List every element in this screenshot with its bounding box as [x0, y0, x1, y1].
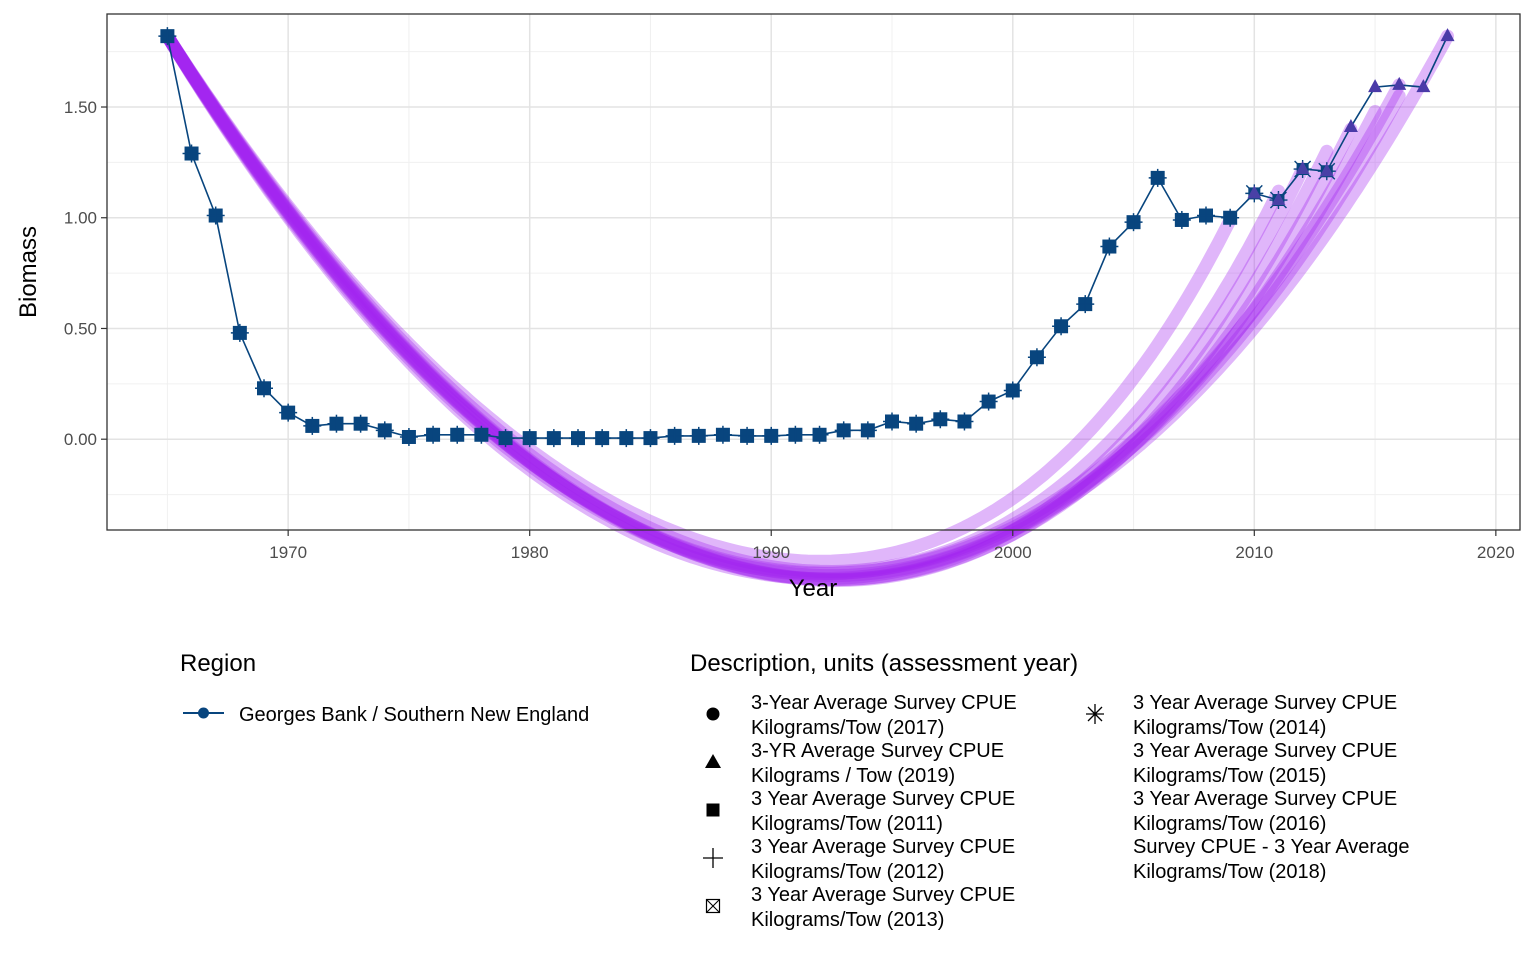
smooth-fit-ribbon — [160, 29, 1382, 583]
plot-panel-border — [106, 13, 1521, 531]
region-legend-label: Georges Bank / Southern New England — [239, 704, 589, 726]
y-axis-title: Biomass — [15, 226, 42, 318]
description-legend-line2: Kilograms/Tow (2011) — [751, 813, 943, 835]
description-legend-item: 3 Year Average Survey CPUE Kilograms/Tow … — [706, 788, 1015, 835]
description-legend-item: 3 Year Average Survey CPUE Kilograms/Tow … — [705, 884, 1015, 931]
description-legend-line2: Kilograms / Tow (2019) — [751, 765, 955, 787]
data-point-triangle — [1416, 79, 1431, 93]
description-legend-title: Description, units (assessment year) — [690, 650, 1078, 677]
description-legend-item: 3-YR Average Survey CPUE Kilograms / Tow … — [705, 740, 1004, 787]
y-axis-ticks: 0.00 0.50 1.00 1.50 — [64, 98, 107, 449]
smooth-fit-ribbon — [160, 29, 1406, 580]
data-point-triangle — [1368, 79, 1383, 93]
plot-panel-background — [107, 14, 1520, 530]
description-legend-item: 3 Year Average Survey CPUE Kilograms/Tow … — [703, 836, 1015, 883]
description-legend-line2: Kilograms/Tow (2014) — [1133, 717, 1326, 739]
y-tick-label: 1.00 — [64, 209, 97, 228]
description-legend-line1: Survey CPUE - 3 Year Average — [1133, 836, 1409, 858]
smooth-fit-ribbon — [160, 29, 1454, 586]
description-legend-line2: Kilograms/Tow (2017) — [751, 717, 944, 739]
description-legend-line1: 3 Year Average Survey CPUE — [1133, 740, 1397, 762]
data-point-triangle — [1392, 76, 1407, 90]
description-legend-line2: Kilograms/Tow (2018) — [1133, 861, 1326, 883]
region-legend: Region Georges Bank / Southern New Engla… — [180, 650, 589, 726]
smooth-fit-ribbons — [160, 29, 1454, 587]
x-tick-label: 2010 — [1235, 543, 1273, 562]
description-legend-line1: 3-Year Average Survey CPUE — [751, 692, 1017, 714]
legend-plus-key — [703, 848, 723, 868]
data-points — [158, 27, 1455, 448]
description-legend-line1: 3 Year Average Survey CPUE — [751, 836, 1015, 858]
data-point-triangle — [1343, 118, 1358, 132]
description-legend-item: 3-Year Average Survey CPUE Kilograms/Tow … — [706, 692, 1017, 739]
description-legend-line2: Kilograms/Tow (2013) — [751, 909, 944, 931]
smooth-fit-ribbon — [160, 29, 1310, 586]
x-tick-label: 1980 — [511, 543, 549, 562]
region-legend-title: Region — [180, 650, 256, 677]
legend-box-x-key — [705, 898, 721, 914]
description-legend-line1: 3 Year Average Survey CPUE — [1133, 692, 1397, 714]
region-legend-circle-key — [198, 707, 209, 719]
y-tick-label: 0.50 — [64, 319, 97, 338]
x-axis-ticks: 1970 1980 1990 2000 2010 2020 — [269, 530, 1515, 562]
data-point-triangle — [1295, 161, 1310, 175]
description-legend: Description, units (assessment year) 3-Y… — [690, 650, 1409, 931]
description-legend-line2: Kilograms/Tow (2016) — [1133, 813, 1326, 835]
smooth-fit-ribbon — [160, 29, 1285, 578]
description-legend-item: Survey CPUE - 3 Year Average Kilograms/To… — [1133, 836, 1409, 883]
description-legend-item: 3 Year Average Survey CPUE Kilograms/Tow … — [1133, 788, 1397, 835]
data-point-triangle — [1271, 192, 1286, 206]
description-legend-line2: Kilograms/Tow (2012) — [751, 861, 944, 883]
data-point-triangle — [1247, 185, 1262, 199]
description-legend-item: 3 Year Average Survey CPUE Kilograms/Tow … — [1086, 692, 1397, 739]
legend-circle-key — [706, 707, 720, 721]
description-legend-line1: 3 Year Average Survey CPUE — [751, 788, 1015, 810]
smooth-fit-ribbon — [160, 29, 1358, 587]
x-axis-title: Year — [789, 575, 838, 602]
y-tick-label: 0.00 — [64, 430, 97, 449]
data-point-triangle — [1440, 28, 1455, 42]
y-tick-label: 1.50 — [64, 98, 97, 117]
description-legend-item: 3 Year Average Survey CPUE Kilograms/Tow … — [1133, 740, 1397, 787]
smooth-fit-ribbon — [160, 29, 1237, 568]
data-point-triangle — [1319, 163, 1334, 177]
smooth-fit-ribbon — [160, 29, 1334, 587]
description-legend-line2: Kilograms/Tow (2015) — [1133, 765, 1326, 787]
legend-asterisk-key — [1086, 704, 1104, 724]
x-tick-label: 1970 — [269, 543, 307, 562]
smooth-fit-ribbon — [160, 29, 1406, 581]
x-tick-label: 2020 — [1477, 543, 1515, 562]
legend-box-x-key-cross — [706, 899, 720, 913]
description-legend-line1: 3-YR Average Survey CPUE — [751, 740, 1004, 762]
description-legend-line1: 3 Year Average Survey CPUE — [1133, 788, 1397, 810]
x-tick-label: 2000 — [994, 543, 1032, 562]
legend-square-key — [706, 803, 720, 817]
description-legend-line1: 3 Year Average Survey CPUE — [751, 884, 1015, 906]
x-tick-label: 1990 — [752, 543, 790, 562]
legend-triangle-key — [705, 754, 721, 768]
